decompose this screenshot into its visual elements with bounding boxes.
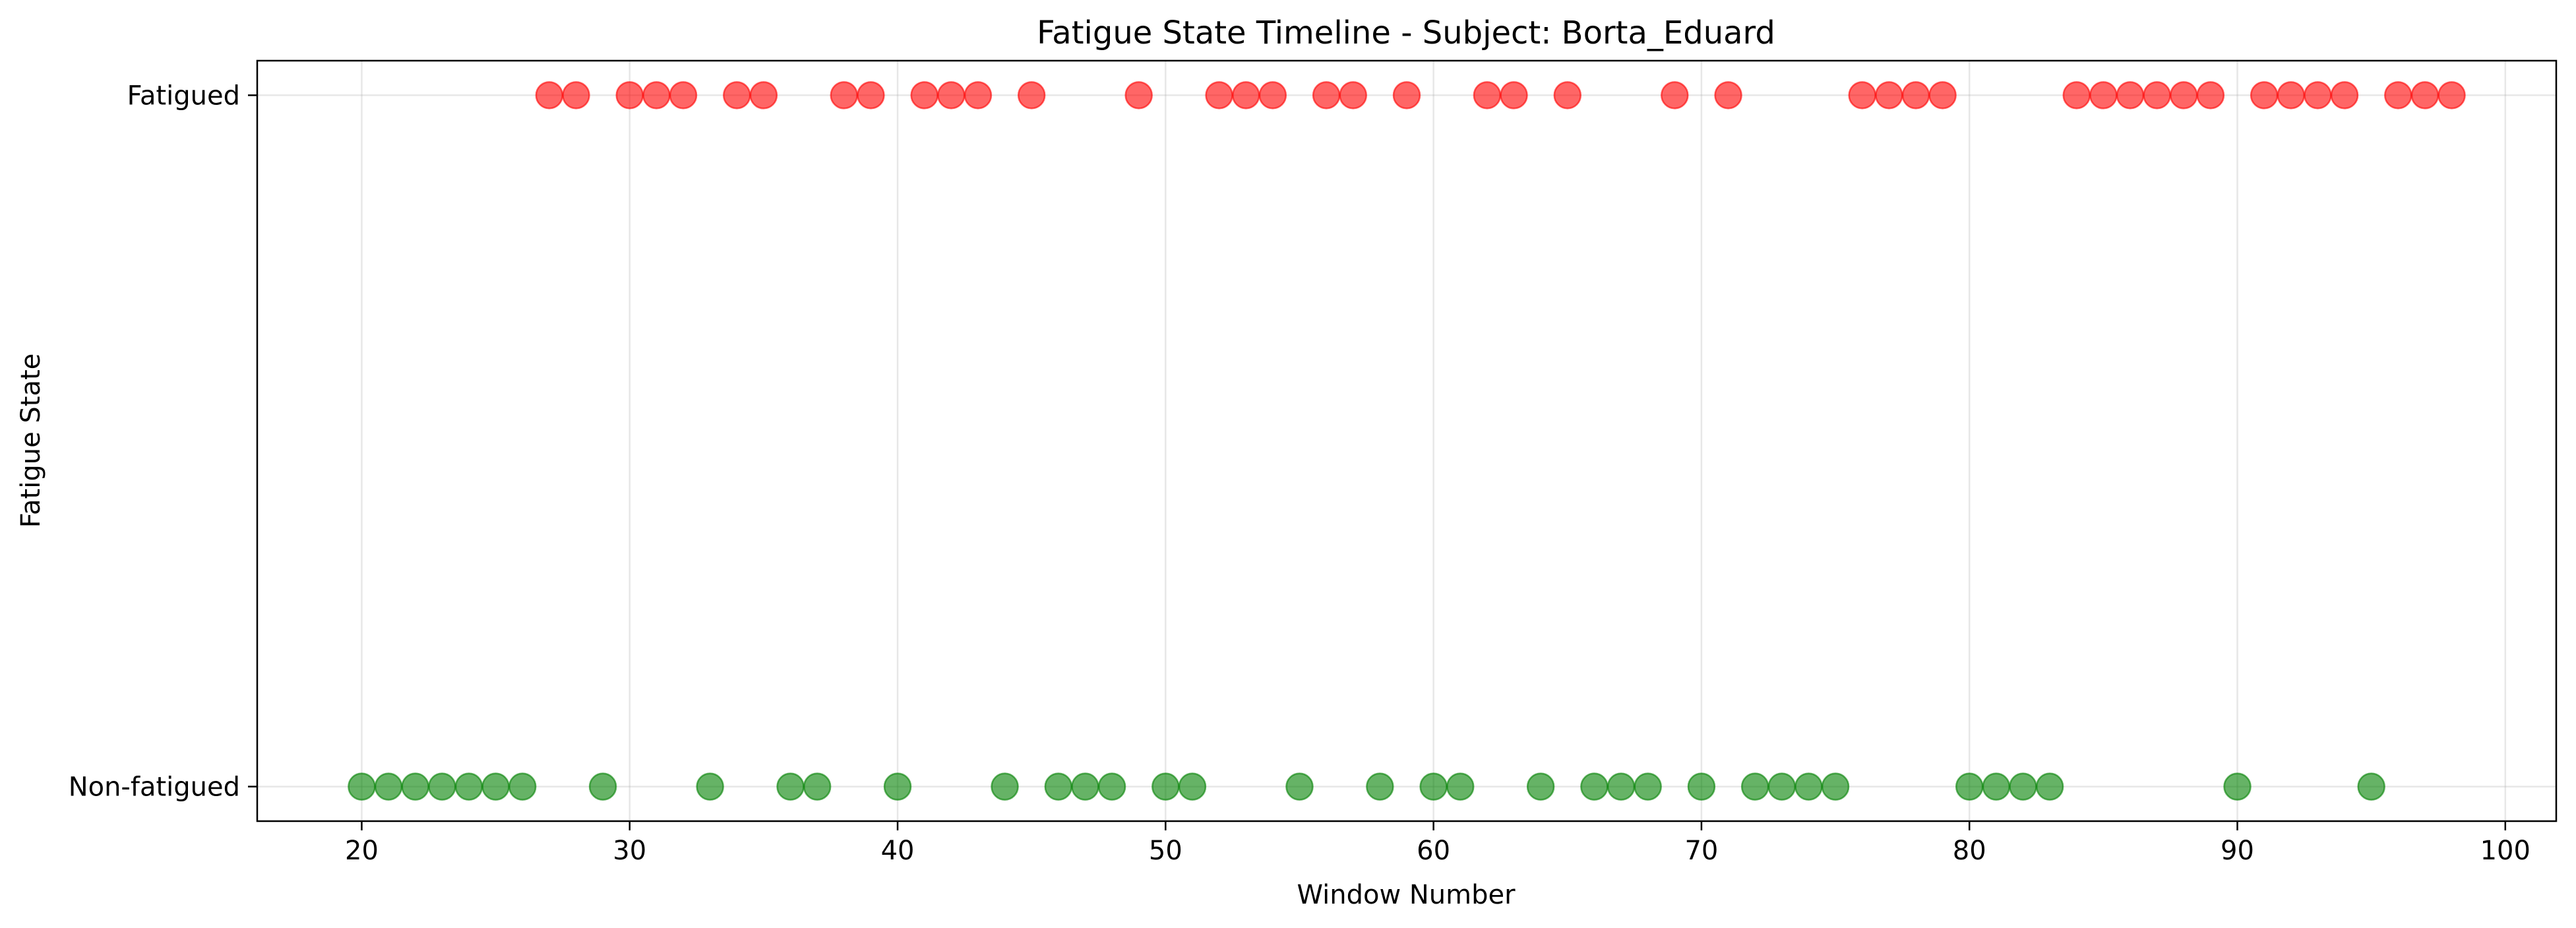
fatigued-point <box>1258 81 1287 109</box>
non-fatigued-point <box>454 772 483 801</box>
y-tick-label: Fatigued <box>127 80 240 111</box>
non-fatigued-point <box>2357 772 2385 801</box>
fatigued-point <box>535 81 564 109</box>
non-fatigued-point <box>1687 772 1716 801</box>
non-fatigued-point <box>1151 772 1180 801</box>
non-fatigued-point <box>776 772 805 801</box>
y-axis-label: Fatigue State <box>16 354 46 528</box>
non-fatigued-point <box>1526 772 1555 801</box>
x-tick-label: 70 <box>1684 836 1718 866</box>
x-axis-label: Window Number <box>1297 880 1516 910</box>
non-fatigued-point <box>1794 772 1823 801</box>
non-fatigued-point <box>1634 772 1662 801</box>
fatigued-point <box>1500 81 1528 109</box>
non-fatigued-point <box>508 772 537 801</box>
fatigued-point <box>830 81 859 109</box>
x-tick-label: 50 <box>1149 836 1182 866</box>
fatigued-point <box>642 81 671 109</box>
fatigued-point <box>2143 81 2171 109</box>
fatigued-point <box>749 81 778 109</box>
non-fatigued-point <box>1419 772 1448 801</box>
non-fatigued-point <box>374 772 403 801</box>
non-fatigued-point <box>1178 772 1207 801</box>
y-tick-label: Non-fatigued <box>69 772 240 803</box>
fatigued-point <box>723 81 751 109</box>
fatigued-point <box>2170 81 2198 109</box>
plot-frame <box>256 59 2558 822</box>
fatigued-point <box>1231 81 1260 109</box>
fatigued-point <box>1473 81 1502 109</box>
non-fatigued-point <box>1607 772 1636 801</box>
x-tick-label: 60 <box>1417 836 1450 866</box>
non-fatigued-point <box>1446 772 1475 801</box>
fatigued-point <box>2410 81 2439 109</box>
fatigued-point <box>1714 81 1742 109</box>
x-tick-label: 40 <box>881 836 915 866</box>
non-fatigued-point <box>1366 772 1394 801</box>
x-tick-label: 30 <box>613 836 646 866</box>
fatigued-point <box>2196 81 2225 109</box>
non-fatigued-point <box>401 772 429 801</box>
fatigued-point <box>1339 81 1367 109</box>
fatigued-point <box>2330 81 2359 109</box>
non-fatigued-point <box>428 772 456 801</box>
fatigued-point <box>937 81 966 109</box>
non-fatigued-point <box>1285 772 1314 801</box>
data-points <box>348 81 2466 801</box>
fatigued-point <box>2438 81 2466 109</box>
fatigued-point <box>2062 81 2091 109</box>
fatigued-point <box>615 81 644 109</box>
fatigued-point <box>1875 81 1903 109</box>
fatigued-point <box>2250 81 2279 109</box>
non-fatigued-point <box>1955 772 1984 801</box>
non-fatigued-point <box>1821 772 1850 801</box>
non-fatigued-point <box>1580 772 1609 801</box>
non-fatigued-point <box>1982 772 2011 801</box>
non-fatigued-point <box>991 772 1019 801</box>
chart-title: Fatigue State Timeline - Subject: Borta_… <box>1037 15 1775 51</box>
fatigued-point <box>910 81 938 109</box>
non-fatigued-point <box>2009 772 2037 801</box>
x-tick-label: 80 <box>1953 836 1986 866</box>
non-fatigued-point <box>481 772 510 801</box>
x-tick-label: 20 <box>345 836 379 866</box>
non-fatigued-point <box>1740 772 1769 801</box>
fatigued-point <box>562 81 590 109</box>
fatigued-point <box>1392 81 1421 109</box>
fatigued-point <box>2277 81 2306 109</box>
non-fatigued-point <box>1044 772 1073 801</box>
non-fatigued-point <box>2223 772 2252 801</box>
non-fatigued-point <box>1767 772 1796 801</box>
x-tick-label: 90 <box>2221 836 2254 866</box>
non-fatigued-point <box>696 772 724 801</box>
axis-ticks: 20 30 40 50 60 70 80 90 100 Non-fatigued Fatigued <box>69 80 2530 866</box>
fatigued-point <box>2304 81 2332 109</box>
fatigued-point <box>1901 81 1930 109</box>
fatigued-point <box>669 81 698 109</box>
fatigued-point <box>857 81 885 109</box>
non-fatigued-point <box>1097 772 1126 801</box>
fatigued-point <box>1553 81 1582 109</box>
non-fatigued-point <box>803 772 832 801</box>
fatigued-point <box>1205 81 1233 109</box>
fatigued-point <box>2089 81 2118 109</box>
non-fatigued-point <box>1071 772 1099 801</box>
fatigued-point <box>1848 81 1876 109</box>
fatigued-point <box>2116 81 2145 109</box>
fatigued-point <box>2384 81 2412 109</box>
fatigued-point <box>1928 81 1957 109</box>
fatigued-point <box>1661 81 1689 109</box>
fatigued-point <box>964 81 993 109</box>
non-fatigued-point <box>588 772 617 801</box>
fatigued-point <box>1017 81 1046 109</box>
non-fatigued-point <box>883 772 912 801</box>
non-fatigued-point <box>348 772 376 801</box>
non-fatigued-point <box>2035 772 2064 801</box>
fatigued-point <box>1124 81 1153 109</box>
fatigued-point <box>1312 81 1341 109</box>
x-tick-label: 100 <box>2480 836 2530 866</box>
